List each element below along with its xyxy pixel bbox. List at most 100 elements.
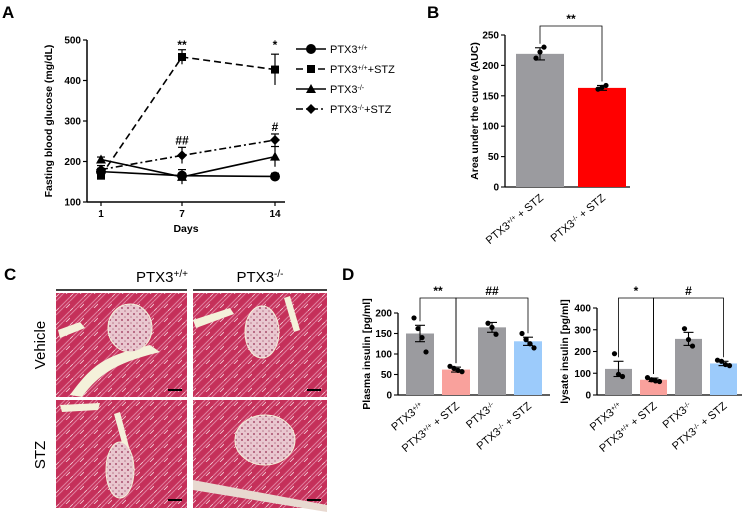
y-tick-label: 200 — [574, 347, 591, 358]
y-tick-label: 300 — [574, 325, 591, 336]
legend-entry: PTX3-/- — [330, 84, 365, 96]
series-2 — [96, 145, 280, 185]
data-point — [96, 154, 106, 164]
data-dot — [519, 330, 525, 337]
y-tick-label: 200 — [482, 61, 499, 72]
histology-image-ko-vehicle — [193, 293, 327, 397]
y-axis-title: Area under the curve (AUC) — [469, 42, 481, 180]
legend-entry: PTX3-/-+STZ — [330, 104, 392, 116]
significance-mark: * — [273, 38, 278, 52]
y-tick-label: 400 — [64, 76, 81, 87]
x-tick-label: 14 — [269, 209, 281, 220]
category-label: PTX3+/+ + STZ — [484, 192, 546, 247]
data-dot — [714, 357, 721, 363]
panel-label-d: D — [342, 265, 354, 284]
significance-mark: ** — [177, 38, 187, 52]
data-dot — [523, 337, 529, 343]
data-dot — [493, 331, 499, 337]
data-point — [177, 171, 187, 181]
data-dot — [455, 367, 461, 373]
data-point — [178, 53, 186, 62]
panel-label-b: B — [427, 3, 439, 22]
data-point — [270, 171, 280, 182]
data-dot — [722, 361, 729, 368]
legend: PTX3+/+ PTX3+/++STZ PTX3-/- PTX3-/-+STZ — [296, 44, 395, 116]
x-tick-label: 7 — [179, 209, 185, 220]
histology-image-wt-stz — [56, 400, 187, 508]
data-point — [177, 150, 187, 161]
data-dot — [644, 375, 651, 381]
y-tick-label: 50 — [488, 152, 500, 163]
y-tick-label: 250 — [482, 31, 499, 42]
bar — [478, 327, 506, 395]
data-dot — [489, 324, 495, 330]
data-dot — [656, 378, 663, 385]
legend-entry: PTX3+/+ — [330, 44, 368, 56]
data-dot — [419, 335, 425, 341]
data-dot — [485, 320, 491, 326]
data-dot — [423, 349, 429, 355]
bar — [578, 87, 626, 187]
y-tick-label: 500 — [64, 36, 81, 47]
data-dot — [603, 82, 609, 89]
significance-bracket — [455, 297, 529, 364]
legend-marker — [306, 104, 316, 114]
y-tick-label: 0 — [585, 391, 591, 402]
significance-bracket — [618, 297, 654, 375]
series-3 — [96, 133, 280, 175]
bar — [514, 341, 542, 395]
legend-marker — [306, 84, 316, 93]
data-dot — [619, 373, 626, 380]
data-dot — [447, 363, 453, 369]
col-header-ko: PTX3-/- — [237, 269, 284, 287]
significance-mark: # — [272, 120, 279, 134]
data-dot — [648, 377, 655, 383]
y-tick-label: 200 — [64, 157, 81, 168]
data-dot — [689, 343, 696, 349]
y-axis-title: Plasma insulin [pg/ml] — [361, 298, 373, 409]
row-label-vehicle: Vehicle — [32, 321, 49, 369]
data-dot — [599, 84, 605, 90]
data-dot — [685, 336, 692, 343]
y-tick-label: 300 — [64, 117, 81, 128]
data-dot — [527, 341, 533, 347]
data-dot — [718, 358, 725, 364]
bar — [710, 363, 737, 395]
series-line — [100, 56, 276, 177]
y-tick-label: 100 — [482, 122, 499, 133]
histology-panel: PTX3+/+ PTX3-/- Vehicle STZ — [32, 269, 327, 512]
category-label: PTX3-/- + STZ — [549, 192, 609, 245]
bar — [406, 333, 434, 395]
data-dot — [541, 44, 547, 50]
x-tick-label: 1 — [98, 209, 104, 220]
bar — [675, 338, 702, 395]
legend-marker — [307, 65, 315, 73]
data-dot — [415, 325, 421, 332]
data-point — [96, 164, 106, 175]
glucose-line-chart: 100 200 300 400 500 1 7 14 Days Fasting blood glu… — [43, 36, 395, 236]
data-dot — [531, 345, 537, 351]
y-tick-label: 100 — [64, 198, 81, 209]
series-line — [100, 155, 276, 178]
data-dot — [681, 326, 688, 332]
series-0 — [96, 166, 280, 182]
data-point — [97, 171, 105, 180]
significance-mark: ## — [485, 284, 499, 298]
y-tick-label: 100 — [574, 369, 591, 380]
y-tick-label: 50 — [381, 370, 393, 381]
data-point — [270, 135, 280, 146]
data-dot — [595, 86, 601, 92]
y-tick-label: 0 — [386, 391, 392, 402]
legend-marker — [306, 44, 316, 54]
panel-label-a: A — [2, 3, 14, 22]
significance-mark: * — [634, 284, 639, 298]
data-point — [271, 65, 279, 74]
x-axis-title: Days — [173, 223, 198, 235]
panel-label-c: C — [4, 265, 16, 284]
data-dot — [652, 378, 659, 384]
y-tick-label: 150 — [482, 91, 499, 102]
data-dot — [459, 369, 465, 375]
